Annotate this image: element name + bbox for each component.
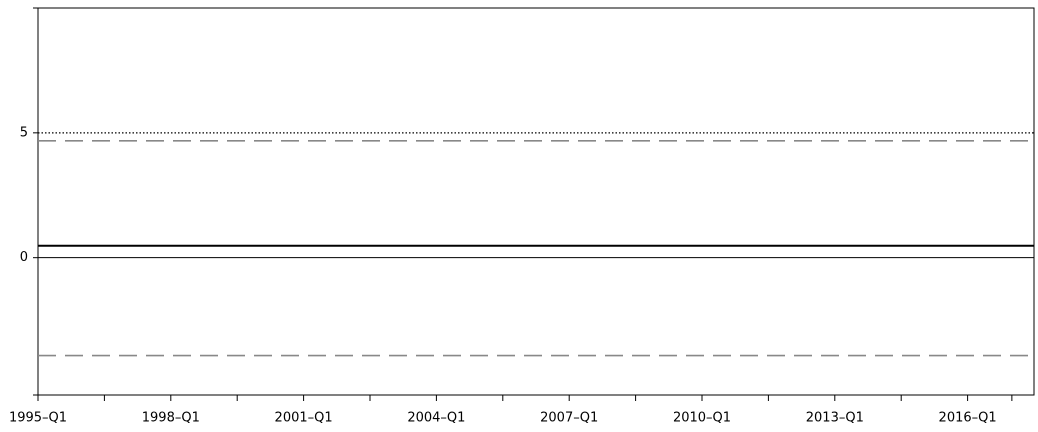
y-tick-label: 0 [20,250,28,265]
x-tick-label: 2004–Q1 [407,411,465,426]
x-tick-label: 2013–Q1 [806,411,864,426]
x-tick-label: 1995–Q1 [9,411,67,426]
x-tick-label: 2007–Q1 [540,411,598,426]
y-tick-label: 5 [20,125,28,140]
x-tick-label: 2016–Q1 [939,411,997,426]
x-tick-label: 1998–Q1 [142,411,200,426]
x-tick-label: 2001–Q1 [275,411,333,426]
x-tick-label: 2010–Q1 [673,411,731,426]
plot-frame [37,7,1035,396]
